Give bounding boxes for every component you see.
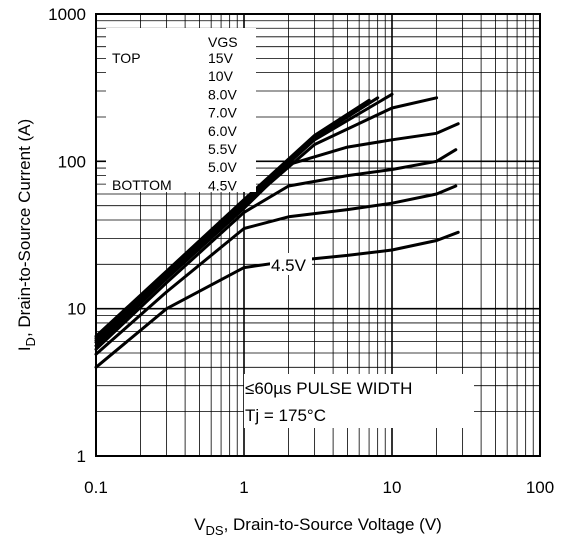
curve-vgs-6-0v — [94, 122, 460, 348]
pulse-width-annotation: ≤60µs PULSE WIDTH — [245, 379, 412, 398]
legend-top-label: TOP — [112, 50, 141, 66]
annotation-background — [244, 374, 474, 428]
y-axis-title: ID, Drain-to-Source Current (A) — [15, 119, 38, 351]
temperature-annotation: Tj = 175°C — [245, 406, 326, 425]
legend-bottom-label: BOTTOM — [112, 177, 172, 193]
y-tick-label: 10 — [67, 300, 86, 319]
x-axis-title-prefix: V — [194, 515, 206, 534]
curve-vgs-5-5v — [94, 148, 458, 351]
x-tick-label: 0.1 — [84, 478, 108, 497]
legend-entries: 15V 10V 8.0V 7.0V 6.0V 5.5V 5.0V 4.5V — [208, 50, 237, 193]
x-tick-label: 100 — [526, 478, 554, 497]
y-axis-title-sub: D — [23, 337, 38, 346]
curve-label-4-5v: 4.5V — [271, 256, 307, 275]
legend-background — [106, 28, 256, 192]
plot-frame — [95, 13, 541, 457]
curve-vgs-4-5v — [94, 230, 460, 369]
x-tick-labels: 0.1 1 10 100 — [84, 478, 554, 497]
legend-entry: 10V — [208, 68, 234, 84]
legend-entry: 4.5V — [208, 177, 237, 193]
y-tick-label: 1 — [77, 447, 86, 466]
x-axis-title: VDS, Drain-to-Source Voltage (V) — [194, 515, 442, 538]
y-tick-label: 100 — [58, 152, 86, 171]
legend: TOP BOTTOM VGS 15V 10V 8.0V 7.0V 6.0V 5.5V 5.0… — [106, 28, 256, 193]
legend-entry: 15V — [208, 50, 234, 66]
legend-entry: 5.0V — [208, 159, 237, 175]
x-axis-title-sub: DS — [206, 523, 224, 538]
legend-entry: 6.0V — [208, 123, 237, 139]
curves — [94, 92, 460, 369]
x-tick-label: 10 — [383, 478, 402, 497]
y-tick-labels: 1 10 100 1000 — [48, 5, 86, 466]
curve-vgs-5-0v — [94, 184, 458, 356]
legend-entry: 5.5V — [208, 141, 237, 157]
legend-header: VGS — [208, 34, 238, 50]
y-tick-label: 1000 — [48, 5, 86, 24]
y-axis-title-prefix: I — [15, 346, 34, 351]
x-tick-label: 1 — [239, 478, 248, 497]
x-axis-title-rest: , Drain-to-Source Voltage (V) — [224, 515, 442, 534]
legend-entry: 8.0V — [208, 86, 237, 102]
legend-entry: 7.0V — [208, 105, 237, 121]
curve-label-background — [270, 253, 312, 275]
y-axis-title-rest: , Drain-to-Source Current (A) — [15, 119, 34, 337]
